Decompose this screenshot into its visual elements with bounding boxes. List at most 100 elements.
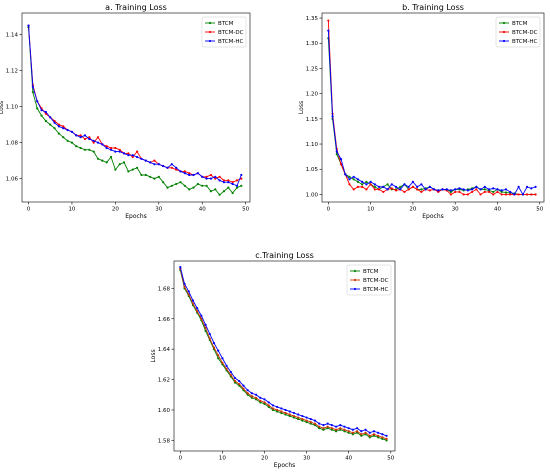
x-tick-label: 20 bbox=[112, 207, 119, 213]
data-point bbox=[153, 163, 156, 166]
data-point bbox=[127, 154, 130, 157]
data-point bbox=[140, 157, 143, 160]
data-point bbox=[162, 164, 165, 168]
data-point bbox=[196, 182, 199, 186]
data-point bbox=[462, 193, 465, 196]
chart-title: a. Training Loss bbox=[105, 3, 167, 12]
data-point bbox=[70, 141, 74, 144]
chart-c: c.Training Loss 0 10 20 30 40 50 1.58 1.60 1.62 1.… bbox=[150, 251, 396, 469]
data-point bbox=[343, 430, 346, 433]
data-point bbox=[348, 183, 351, 186]
data-point bbox=[360, 430, 363, 433]
data-point bbox=[483, 190, 486, 194]
data-point bbox=[428, 185, 431, 188]
data-point bbox=[454, 188, 457, 191]
data-point bbox=[513, 193, 516, 196]
data-point bbox=[222, 190, 226, 193]
data-point bbox=[352, 178, 355, 181]
data-point bbox=[530, 193, 533, 196]
data-point bbox=[157, 175, 160, 178]
data-point bbox=[92, 150, 95, 153]
data-point bbox=[135, 166, 139, 169]
x-tick-label: 50 bbox=[536, 207, 543, 213]
data-point bbox=[36, 107, 39, 110]
data-point bbox=[259, 401, 262, 404]
y-axis-label: Loss bbox=[0, 101, 5, 114]
data-point bbox=[432, 188, 436, 191]
y-tick-label: 1.20 bbox=[306, 92, 319, 98]
data-point bbox=[534, 193, 537, 196]
data-point bbox=[301, 417, 304, 421]
plot-frame bbox=[173, 260, 396, 452]
data-point bbox=[347, 431, 350, 434]
data-point bbox=[122, 161, 126, 164]
data-point bbox=[217, 349, 220, 352]
data-point bbox=[326, 422, 329, 425]
data-point bbox=[92, 141, 95, 144]
chart-b: b. Training Loss 0 10 20 30 40 50 1.00 1.05 1.10 1… bbox=[298, 3, 545, 220]
data-point bbox=[233, 381, 237, 384]
data-point bbox=[301, 414, 304, 418]
data-point bbox=[114, 168, 117, 171]
data-point bbox=[403, 183, 406, 186]
data-point bbox=[335, 153, 338, 156]
data-point bbox=[131, 154, 134, 157]
data-point bbox=[377, 436, 380, 439]
data-point bbox=[373, 183, 376, 186]
data-point bbox=[222, 181, 226, 184]
data-point bbox=[166, 186, 169, 189]
y-tick-label: 1.64 bbox=[158, 347, 171, 353]
data-point bbox=[240, 184, 243, 187]
data-point bbox=[205, 184, 208, 187]
data-point bbox=[96, 136, 100, 139]
data-point bbox=[188, 188, 191, 191]
data-point bbox=[118, 163, 121, 166]
data-point bbox=[175, 182, 178, 186]
data-point bbox=[483, 185, 486, 188]
legend bbox=[495, 16, 541, 48]
x-axis-label: Epochs bbox=[422, 213, 444, 220]
data-point bbox=[441, 188, 444, 191]
data-point bbox=[170, 184, 173, 187]
legend-entry: BTCM-DC bbox=[363, 278, 389, 284]
legend-entry: BTCM-DC bbox=[512, 30, 538, 36]
data-point bbox=[53, 121, 56, 124]
data-point bbox=[109, 148, 113, 151]
data-point bbox=[225, 364, 228, 367]
data-point bbox=[40, 114, 43, 117]
data-point bbox=[44, 119, 47, 123]
data-point bbox=[235, 184, 239, 187]
data-point bbox=[191, 302, 195, 305]
data-point bbox=[192, 186, 195, 189]
y-axis-label: Loss bbox=[150, 349, 157, 362]
data-point bbox=[356, 178, 360, 181]
data-point bbox=[250, 392, 253, 395]
data-point bbox=[368, 434, 371, 437]
data-point bbox=[187, 290, 190, 293]
legend-entry: BTCM bbox=[363, 269, 379, 275]
data-point bbox=[386, 183, 389, 186]
data-point bbox=[276, 408, 279, 412]
data-point bbox=[309, 417, 312, 421]
data-point bbox=[437, 190, 440, 194]
data-point bbox=[135, 150, 139, 153]
data-point bbox=[382, 185, 385, 188]
data-point bbox=[348, 178, 351, 181]
data-point bbox=[267, 405, 270, 409]
legend-marker bbox=[502, 30, 506, 34]
data-point bbox=[292, 411, 296, 415]
y-tick-label: 1.00 bbox=[306, 192, 319, 198]
data-point bbox=[218, 193, 221, 196]
data-point bbox=[254, 398, 258, 401]
data-point bbox=[188, 173, 191, 177]
data-point bbox=[144, 159, 147, 162]
data-point bbox=[233, 376, 237, 380]
data-point bbox=[407, 185, 410, 188]
data-point bbox=[356, 431, 359, 434]
data-point bbox=[361, 180, 364, 183]
data-point bbox=[83, 148, 87, 151]
data-point bbox=[479, 188, 482, 191]
data-point bbox=[208, 332, 211, 336]
series-line-0 bbox=[179, 270, 387, 441]
data-point bbox=[170, 166, 173, 169]
